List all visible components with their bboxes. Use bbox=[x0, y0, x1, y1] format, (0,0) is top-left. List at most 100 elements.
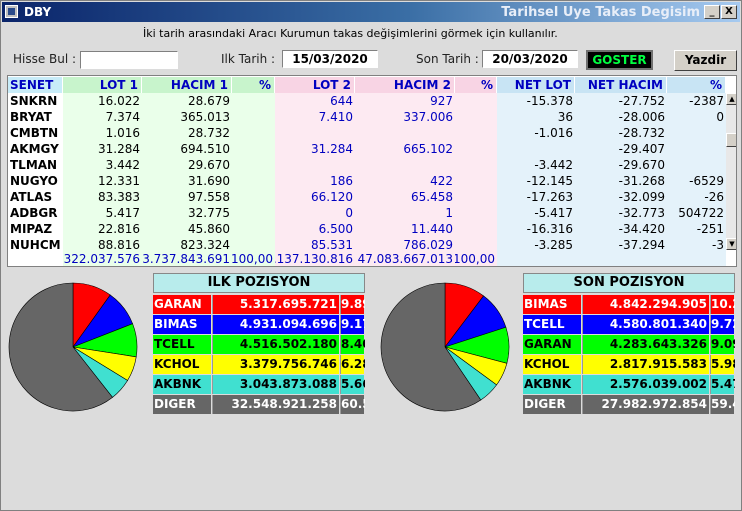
table-cell-lot1[interactable]: 7.374 bbox=[63, 109, 142, 125]
table-cell-p1[interactable] bbox=[232, 157, 275, 173]
table-cell-p1[interactable] bbox=[232, 237, 275, 253]
table-cell-p1[interactable] bbox=[232, 205, 275, 221]
table-cell-senet[interactable]: NUGYO bbox=[8, 173, 63, 189]
table-cell-senet[interactable]: NUHCM bbox=[8, 237, 63, 253]
table-cell-p3[interactable]: -2387 bbox=[667, 93, 726, 109]
table-cell-p2[interactable] bbox=[455, 109, 497, 125]
table-cell-lot1[interactable]: 3.442 bbox=[63, 157, 142, 173]
table-cell-lot2[interactable]: 6.500 bbox=[275, 221, 355, 237]
table-cell-p3[interactable]: -251 bbox=[667, 221, 726, 237]
table-cell-hacim2[interactable]: 1 bbox=[355, 205, 455, 221]
table-cell-hacim2[interactable]: 665.102 bbox=[355, 141, 455, 157]
table-cell-netlot[interactable]: -1.016 bbox=[497, 125, 575, 141]
scroll-up-icon[interactable]: ▲ bbox=[726, 93, 736, 105]
table-cell-nethacim[interactable]: -28.732 bbox=[575, 125, 667, 141]
table-cell-p1[interactable] bbox=[232, 189, 275, 205]
table-cell-p1[interactable] bbox=[232, 141, 275, 157]
table-cell-hacim2[interactable]: 927 bbox=[355, 93, 455, 109]
table-cell-lot2[interactable]: 644 bbox=[275, 93, 355, 109]
table-cell-nethacim[interactable]: -34.420 bbox=[575, 221, 667, 237]
table-cell-hacim1[interactable]: 45.860 bbox=[142, 221, 232, 237]
table-cell-hacim1[interactable]: 97.558 bbox=[142, 189, 232, 205]
table-cell-netlot[interactable] bbox=[497, 141, 575, 157]
column-header-6[interactable]: HACIM 2 bbox=[355, 77, 455, 93]
table-cell-lot1[interactable]: 83.383 bbox=[63, 189, 142, 205]
table-cell-hacim2[interactable]: 786.029 bbox=[355, 237, 455, 253]
table-cell-lot2[interactable]: 186 bbox=[275, 173, 355, 189]
table-cell-p2[interactable] bbox=[455, 157, 497, 173]
table-cell-p2[interactable] bbox=[455, 125, 497, 141]
table-cell-hacim2[interactable]: 65.458 bbox=[355, 189, 455, 205]
ilk-tarih-field[interactable]: 15/03/2020 bbox=[282, 50, 378, 68]
scroll-thumb[interactable] bbox=[726, 133, 736, 147]
table-cell-lot1[interactable]: 22.816 bbox=[63, 221, 142, 237]
close-button[interactable]: X bbox=[721, 5, 737, 19]
table-cell-senet[interactable]: AKMGY bbox=[8, 141, 63, 157]
table-cell-nethacim[interactable]: -32.099 bbox=[575, 189, 667, 205]
table-cell-nethacim[interactable]: -37.294 bbox=[575, 237, 667, 253]
table-cell-nethacim[interactable]: -31.268 bbox=[575, 173, 667, 189]
scroll-down-icon[interactable]: ▼ bbox=[726, 238, 736, 250]
table-cell-p3[interactable]: 0 bbox=[667, 109, 726, 125]
table-cell-p2[interactable] bbox=[455, 205, 497, 221]
son-tarih-field[interactable]: 20/03/2020 bbox=[482, 50, 578, 68]
table-cell-netlot[interactable]: -3.442 bbox=[497, 157, 575, 173]
table-cell-hacim2[interactable]: 422 bbox=[355, 173, 455, 189]
table-cell-p1[interactable] bbox=[232, 173, 275, 189]
table-cell-p1[interactable] bbox=[232, 221, 275, 237]
table-cell-lot2[interactable] bbox=[275, 125, 355, 141]
title-bar[interactable]: DBY Tarihsel Uye Takas Degisim _ X bbox=[2, 2, 740, 22]
table-cell-p2[interactable] bbox=[455, 237, 497, 253]
table-cell-netlot[interactable]: -17.263 bbox=[497, 189, 575, 205]
table-cell-lot1[interactable]: 12.331 bbox=[63, 173, 142, 189]
table-cell-hacim1[interactable]: 694.510 bbox=[142, 141, 232, 157]
table-cell-lot1[interactable]: 1.016 bbox=[63, 125, 142, 141]
table-cell-senet[interactable]: ATLAS bbox=[8, 189, 63, 205]
table-cell-p3[interactable]: -26 bbox=[667, 189, 726, 205]
column-header-10[interactable]: % bbox=[667, 77, 726, 93]
table-cell-hacim2[interactable]: 11.440 bbox=[355, 221, 455, 237]
table-cell-p2[interactable] bbox=[455, 221, 497, 237]
table-cell-netlot[interactable]: 36 bbox=[497, 109, 575, 125]
table-cell-p2[interactable] bbox=[455, 189, 497, 205]
table-cell-hacim1[interactable]: 32.775 bbox=[142, 205, 232, 221]
table-cell-p1[interactable] bbox=[232, 93, 275, 109]
table-cell-hacim1[interactable]: 365.013 bbox=[142, 109, 232, 125]
table-cell-senet[interactable]: TLMAN bbox=[8, 157, 63, 173]
table-cell-hacim2[interactable]: 337.006 bbox=[355, 109, 455, 125]
column-header-3[interactable]: HACIM 1 bbox=[142, 77, 232, 93]
column-header-1[interactable]: SENET bbox=[8, 77, 63, 93]
table-cell-hacim1[interactable]: 28.679 bbox=[142, 93, 232, 109]
table-cell-lot2[interactable]: 31.284 bbox=[275, 141, 355, 157]
table-cell-nethacim[interactable]: -27.752 bbox=[575, 93, 667, 109]
minimize-button[interactable]: _ bbox=[704, 5, 720, 19]
table-cell-senet[interactable]: CMBTN bbox=[8, 125, 63, 141]
table-cell-netlot[interactable]: -15.378 bbox=[497, 93, 575, 109]
table-cell-lot1[interactable]: 5.417 bbox=[63, 205, 142, 221]
table-cell-p2[interactable] bbox=[455, 173, 497, 189]
table-cell-netlot[interactable]: -3.285 bbox=[497, 237, 575, 253]
column-header-8[interactable]: NET LOT bbox=[497, 77, 575, 93]
table-cell-lot1[interactable]: 31.284 bbox=[63, 141, 142, 157]
table-cell-p3[interactable] bbox=[667, 125, 726, 141]
yazdir-button[interactable]: Yazdir bbox=[674, 50, 737, 71]
table-cell-senet[interactable]: BRYAT bbox=[8, 109, 63, 125]
table-cell-p3[interactable]: -6529 bbox=[667, 173, 726, 189]
table-cell-p3[interactable]: 504722 bbox=[667, 205, 726, 221]
table-cell-p2[interactable] bbox=[455, 141, 497, 157]
table-cell-nethacim[interactable]: -32.773 bbox=[575, 205, 667, 221]
table-cell-senet[interactable]: SNKRN bbox=[8, 93, 63, 109]
hisse-search-input[interactable] bbox=[80, 51, 178, 69]
table-cell-nethacim[interactable]: -29.407 bbox=[575, 141, 667, 157]
table-cell-netlot[interactable]: -16.316 bbox=[497, 221, 575, 237]
table-cell-p3[interactable]: -3 bbox=[667, 237, 726, 253]
table-cell-lot1[interactable]: 16.022 bbox=[63, 93, 142, 109]
table-cell-lot2[interactable] bbox=[275, 157, 355, 173]
column-header-4[interactable]: % bbox=[232, 77, 275, 93]
table-cell-p3[interactable] bbox=[667, 141, 726, 157]
table-cell-p3[interactable] bbox=[667, 157, 726, 173]
table-cell-p2[interactable] bbox=[455, 93, 497, 109]
column-header-5[interactable]: LOT 2 bbox=[275, 77, 355, 93]
table-cell-netlot[interactable]: -12.145 bbox=[497, 173, 575, 189]
table-cell-senet[interactable]: MIPAZ bbox=[8, 221, 63, 237]
